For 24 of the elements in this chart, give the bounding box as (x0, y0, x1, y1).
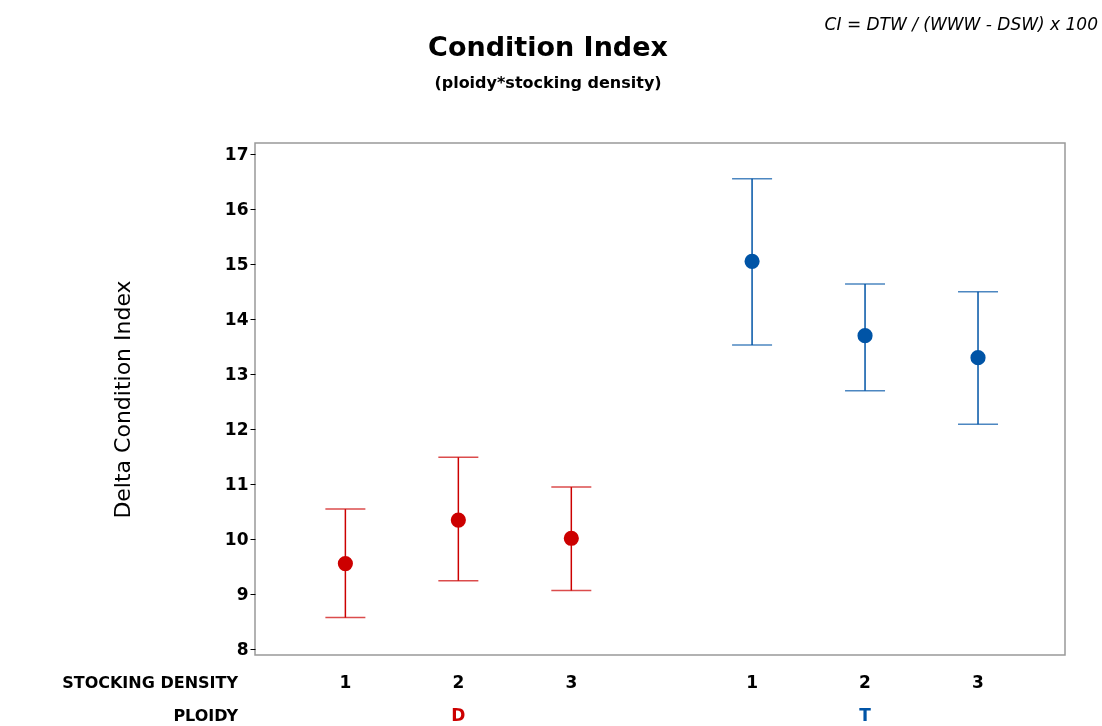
y-tick-label: 11 (224, 473, 249, 494)
x-tick-label: 3 (972, 672, 984, 692)
y-tick-label: 15 (224, 253, 249, 274)
chart-title: Condition Index (428, 31, 668, 62)
y-tick-label: 13 (224, 363, 249, 384)
y-tick-label: 10 (224, 528, 249, 549)
text: CI = DTW / (WWW - DSW) x 100 (824, 14, 1098, 34)
y-tick-label: 17 (224, 143, 249, 164)
y-tick-label: 16 (224, 198, 249, 219)
chart-subtitle: (ploidy*stocking density) (434, 73, 662, 92)
y-tick-label: 8 (236, 638, 249, 659)
text: T (859, 705, 872, 725)
y-tick-label: 9 (236, 583, 249, 604)
x-tick-label: 1 (746, 672, 758, 692)
x-tick-label: 2 (452, 672, 465, 692)
y-axis-title: Delta Condition Index (109, 280, 135, 519)
y-tick-label: 12 (224, 418, 249, 439)
y-tick-label: 14 (224, 308, 249, 329)
x-tick-label: 1 (339, 672, 352, 692)
x-tick-label: 2 (859, 672, 871, 692)
x-axis-title: STOCKING DENSITY (62, 673, 239, 692)
x-tick-label: 3 (565, 672, 578, 692)
legend-title: PLOIDY (173, 706, 239, 725)
text: D (451, 705, 466, 725)
